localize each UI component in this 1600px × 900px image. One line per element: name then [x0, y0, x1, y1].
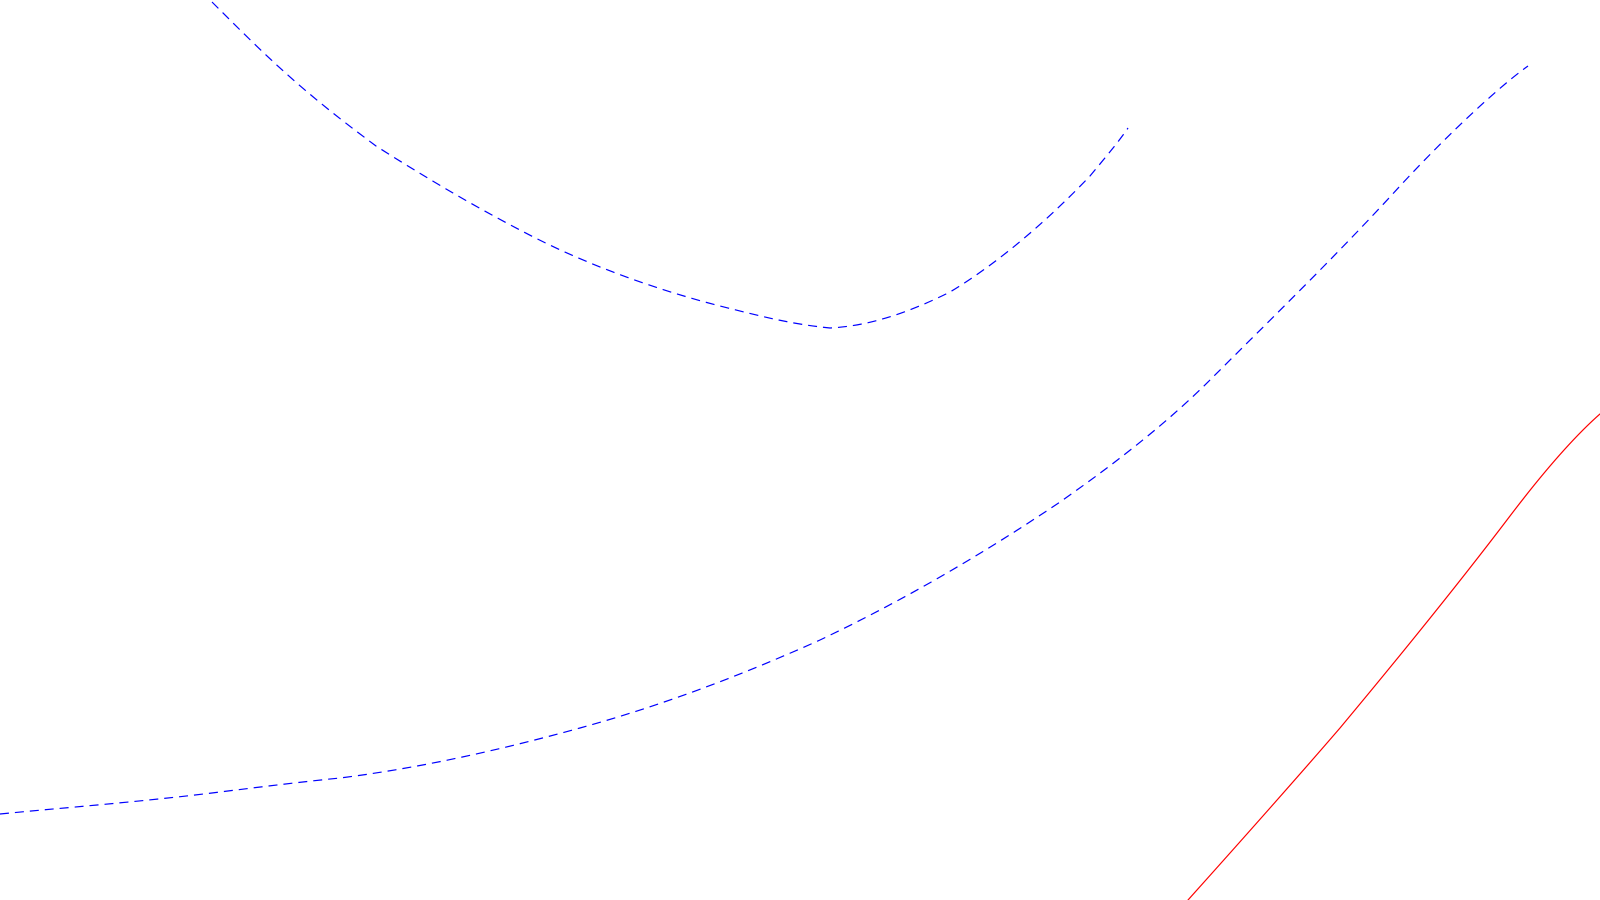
- dashed-route-lower: [0, 65, 1529, 815]
- solid-route-red: [1187, 413, 1600, 900]
- dashed-route-upper: [211, 1, 1129, 329]
